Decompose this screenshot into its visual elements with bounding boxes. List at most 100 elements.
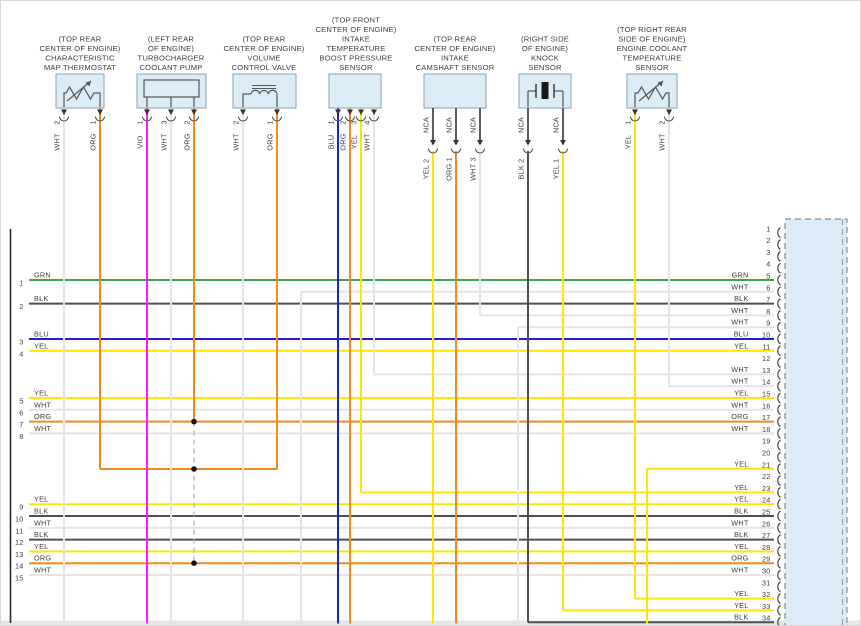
knock-sensor-pin-2-connector <box>522 148 534 154</box>
control-module-connector <box>784 218 848 625</box>
characteristic-map-thermostat-pin-2-arrowhead <box>61 109 67 115</box>
connector-pin-number-32: 32 <box>762 590 771 599</box>
characteristic-map-thermostat-pin-1-arrowhead <box>97 109 103 115</box>
left-row-number-15: 15 <box>15 574 24 583</box>
volume-control-valve-pin-2-connector <box>237 116 249 122</box>
connector-pin-socket-16 <box>777 404 781 416</box>
connector-wire-color-label-21: YEL <box>734 459 748 468</box>
connector-wire-color-label-28: YEL <box>734 542 748 551</box>
intake-temperature-boost-pressure-sensor-pin-1-connector <box>332 116 344 122</box>
turbocharger-coolant-pump-pin-2-color-label: ORG <box>183 133 192 150</box>
characteristic-map-thermostat-label-line-4: MAP THERMOSTAT <box>44 63 116 72</box>
connector-pin-number-21: 21 <box>762 460 771 469</box>
connector-pin-socket-6 <box>777 286 781 298</box>
connector-wire-color-label-24: YEL <box>734 495 748 504</box>
turbocharger-coolant-pump-pin-3-connector <box>165 116 177 122</box>
connector-pin-socket-34 <box>777 616 781 625</box>
left-row-color-label-5: YEL <box>34 389 48 398</box>
intake-temperature-boost-pressure-sensor-pin-2-number: 2 <box>339 120 348 124</box>
connector-pin-socket-23 <box>777 486 781 498</box>
connector-pin-number-6: 6 <box>766 283 770 292</box>
connector-pin-socket-3 <box>777 250 781 262</box>
intake-camshaft-sensor-label-line-2: CENTER OF ENGINE) <box>414 44 495 53</box>
volume-control-valve-label-line-1: (TOP REAR <box>243 35 286 44</box>
intake-camshaft-sensor-pin-2-wire-label: YEL 2 <box>422 159 431 180</box>
left-row-color-label-4: YEL <box>34 341 48 350</box>
characteristic-map-thermostat-thermistor-arrow <box>66 80 92 102</box>
left-row-number-2: 2 <box>19 302 23 311</box>
knock-sensor-pin-1-arrowhead <box>560 140 566 146</box>
engine-coolant-temperature-sensor-label-line-4: TEMPERATURE <box>622 54 681 63</box>
characteristic-map-thermostat-label-line-2: CENTER OF ENGINE) <box>39 44 120 53</box>
intake-camshaft-sensor-label-line-1: (TOP REAR <box>434 35 477 44</box>
engine-coolant-temperature-sensor-pin-1-number: 1 <box>624 120 633 124</box>
connector-wire-color-label-6: WHT <box>731 282 749 291</box>
connector-pin-number-30: 30 <box>762 567 771 576</box>
turbocharger-coolant-pump-pin-2-connector <box>188 116 200 122</box>
intake-temperature-boost-pressure-sensor-pin-2-arrowhead <box>347 109 353 115</box>
connector-pin-socket-12 <box>777 357 781 369</box>
intake-temperature-boost-pressure-sensor-pin-4-color-label: WHT <box>363 133 372 151</box>
connector-pin-socket-29 <box>777 557 781 569</box>
intake-camshaft-sensor-pin-1-nca-label: NCA <box>445 117 454 133</box>
connector-pin-number-10: 10 <box>762 331 771 340</box>
connector-pin-number-20: 20 <box>762 449 771 458</box>
connector-wire-color-label-5: GRN <box>732 271 749 280</box>
volume-control-valve-pin-1-number: 1 <box>266 120 275 124</box>
connector-pin-number-4: 4 <box>766 260 770 269</box>
engine-coolant-temperature-sensor-thermistor-arrowhead <box>657 81 663 87</box>
left-row-number-6: 6 <box>19 408 23 417</box>
connector-pin-number-23: 23 <box>762 484 771 493</box>
connector-wire-color-label-10: BLU <box>734 330 749 339</box>
intake-camshaft-sensor-pin-3-wire-label: WHT 3 <box>469 157 478 181</box>
bottom-edge-track[interactable] <box>1 620 861 626</box>
characteristic-map-thermostat-label-line-3: CHARACTERISTIC <box>45 54 115 63</box>
connector-wire-color-label-30: WHT <box>731 566 749 575</box>
connector-pin-socket-24 <box>777 498 781 510</box>
connector-wire-color-label-26: WHT <box>731 518 749 527</box>
engine-coolant-temperature-sensor-pin-2-arrowhead <box>666 109 672 115</box>
connector-pin-number-28: 28 <box>762 543 771 552</box>
volume-control-valve-label-line-3: VOLUME <box>247 54 280 63</box>
intake-temperature-boost-pressure-sensor-pin-4-arrowhead <box>371 109 377 115</box>
connector-pin-number-15: 15 <box>762 390 771 399</box>
turbocharger-coolant-pump-pin-2-number: 2 <box>183 120 192 124</box>
characteristic-map-thermostat-thermistor-symbol <box>63 85 101 107</box>
engine-coolant-temperature-sensor-label-line-3: ENGINE COOLANT <box>617 44 688 53</box>
intake-camshaft-sensor-pin-2-connector <box>427 148 439 154</box>
volume-control-valve-pin-2-color-label: WHT <box>232 133 241 151</box>
characteristic-map-thermostat-body <box>55 73 105 109</box>
left-row-color-label-8: WHT <box>34 424 52 433</box>
connector-pin-socket-28 <box>777 545 781 557</box>
connector-pin-socket-13 <box>777 368 781 380</box>
connector-pin-socket-22 <box>777 475 781 487</box>
connector-pin-socket-27 <box>777 534 781 546</box>
left-row-color-label-1: GRN <box>34 271 51 280</box>
connector-pin-socket-17 <box>777 416 781 428</box>
intake-camshaft-sensor-pin-3-nca-label: NCA <box>469 117 478 133</box>
connector-pin-socket-5 <box>777 274 781 286</box>
turbocharger-coolant-pump-pin-1-connector <box>141 116 153 122</box>
intake-camshaft-sensor-pin-2-nca-label: NCA <box>422 117 431 133</box>
connector-wire-color-label-18: WHT <box>731 424 749 433</box>
turbocharger-coolant-pump-pin-2-arrowhead <box>191 109 197 115</box>
volume-control-valve-pin-1-connector <box>271 116 283 122</box>
turbocharger-coolant-pump-pin-3-arrowhead <box>168 109 174 115</box>
connector-wire-color-label-15: YEL <box>734 389 748 398</box>
connector-wire-color-label-29: ORG <box>731 554 748 563</box>
connector-pin-number-5: 5 <box>766 272 770 281</box>
connector-wire-color-label-25: BLK <box>734 507 748 516</box>
turbocharger-coolant-pump-label-line-3: TURBOCHARGER <box>138 54 205 63</box>
volume-control-valve-coil-windings <box>250 89 278 95</box>
intake-temperature-boost-pressure-sensor-label-line-2: CENTER OF ENGINE) <box>315 25 396 34</box>
intake-camshaft-sensor-pin-3-connector <box>474 148 486 154</box>
characteristic-map-thermostat-pin-2-color-label: WHT <box>53 133 62 151</box>
volume-control-valve-pin-2-arrowhead <box>240 109 246 115</box>
turbocharger-coolant-pump-label-line-4: COOLANT PUMP <box>139 63 202 72</box>
turbocharger-coolant-pump-pin-3-number: 3 <box>160 120 169 124</box>
characteristic-map-thermostat-pin-2-number: 2 <box>53 120 62 124</box>
connector-pin-socket-21 <box>777 463 781 475</box>
intake-temperature-boost-pressure-sensor-label-line-3: INTAKE <box>342 35 370 44</box>
engine-coolant-temperature-sensor-pin-1-arrowhead <box>632 109 638 115</box>
connector-pin-number-33: 33 <box>762 602 771 611</box>
